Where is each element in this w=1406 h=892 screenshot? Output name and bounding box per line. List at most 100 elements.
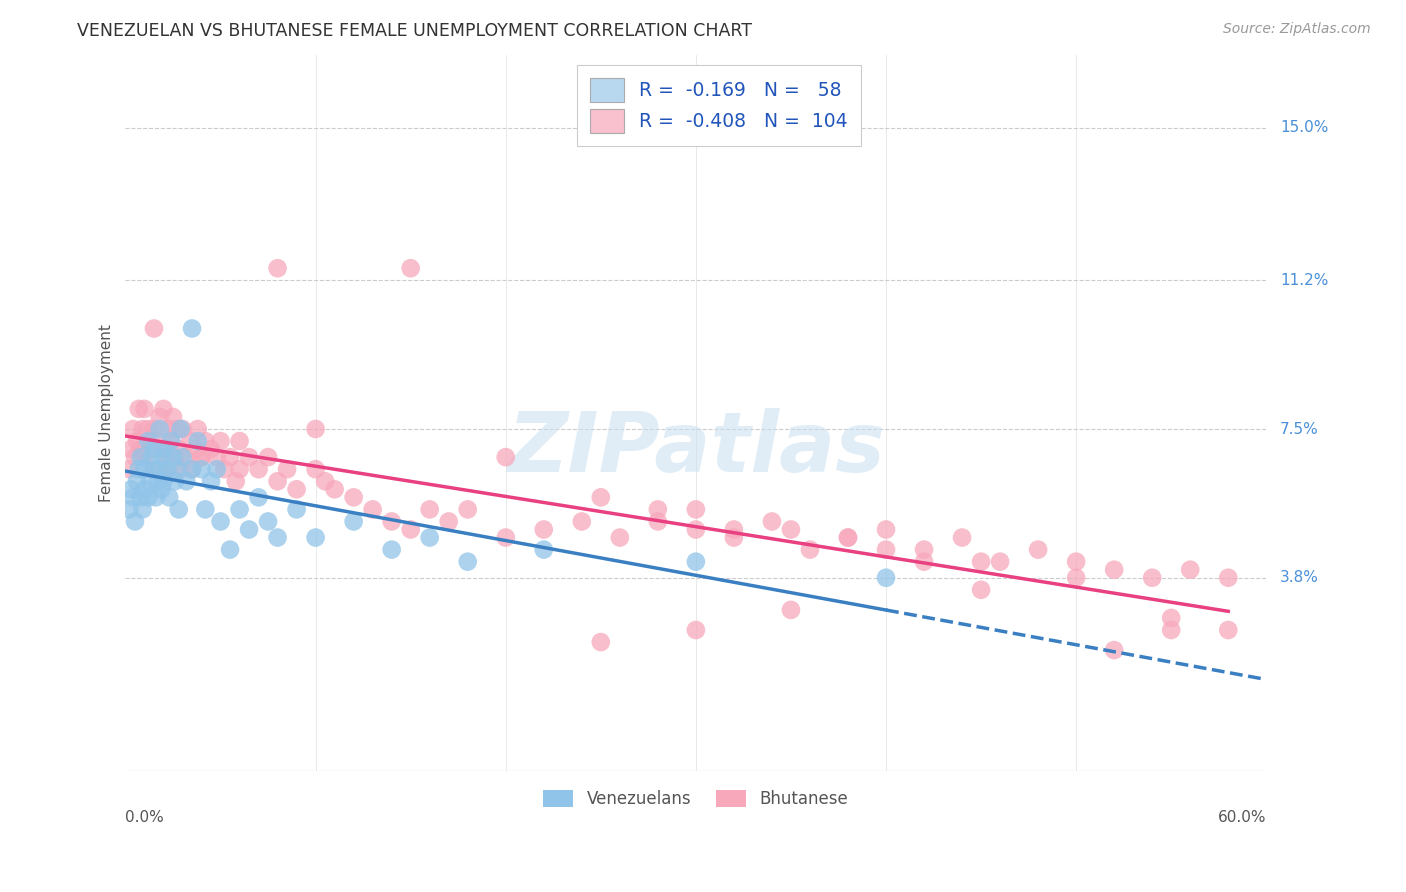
Point	[145, 434, 167, 448]
Point	[181, 462, 204, 476]
Point	[1160, 611, 1182, 625]
Point	[238, 450, 260, 464]
Point	[139, 475, 162, 489]
Point	[304, 462, 326, 476]
Point	[257, 515, 280, 529]
Point	[143, 422, 166, 436]
Point	[875, 523, 897, 537]
Point	[343, 515, 366, 529]
Point	[609, 531, 631, 545]
Point	[176, 450, 198, 464]
Point	[228, 434, 250, 448]
Point	[228, 462, 250, 476]
Text: 0.0%: 0.0%	[125, 810, 165, 825]
Point	[136, 422, 159, 436]
Point	[1218, 623, 1240, 637]
Point	[799, 542, 821, 557]
Point	[143, 321, 166, 335]
Point	[146, 475, 169, 489]
Point	[162, 409, 184, 424]
Point	[837, 531, 859, 545]
Point	[970, 582, 993, 597]
Point	[950, 531, 973, 545]
Point	[685, 623, 707, 637]
Point	[200, 442, 222, 456]
Point	[266, 261, 288, 276]
Point	[129, 491, 152, 505]
Point	[155, 442, 177, 456]
Point	[1102, 563, 1125, 577]
Point	[228, 502, 250, 516]
Text: 3.8%: 3.8%	[1279, 570, 1319, 585]
Point	[988, 555, 1011, 569]
Point	[163, 475, 186, 489]
Point	[194, 434, 217, 448]
Point	[152, 462, 174, 476]
Point	[419, 502, 441, 516]
Point	[399, 523, 422, 537]
Point	[136, 491, 159, 505]
Point	[131, 502, 153, 516]
Point	[205, 450, 228, 464]
Point	[141, 450, 163, 464]
Point	[187, 434, 209, 448]
Point	[285, 502, 308, 516]
Point	[381, 515, 404, 529]
Point	[155, 462, 177, 476]
Point	[1180, 563, 1202, 577]
Point	[361, 502, 384, 516]
Point	[457, 502, 479, 516]
Point	[314, 475, 336, 489]
Point	[1218, 571, 1240, 585]
Point	[167, 442, 190, 456]
Point	[723, 531, 745, 545]
Legend: Venezuelans, Bhutanese: Venezuelans, Bhutanese	[536, 781, 856, 816]
Point	[120, 442, 142, 456]
Point	[184, 442, 207, 456]
Point	[118, 502, 141, 516]
Point	[134, 401, 156, 416]
Point	[685, 523, 707, 537]
Point	[136, 434, 159, 448]
Point	[129, 442, 152, 456]
Point	[160, 434, 183, 448]
Point	[247, 462, 270, 476]
Point	[266, 531, 288, 545]
Point	[129, 450, 152, 464]
Point	[120, 483, 142, 497]
Point	[419, 531, 441, 545]
Point	[128, 462, 150, 476]
Point	[200, 475, 222, 489]
Point	[150, 442, 173, 456]
Point	[1026, 542, 1049, 557]
Point	[381, 542, 404, 557]
Point	[181, 462, 204, 476]
Point	[533, 523, 555, 537]
Point	[304, 531, 326, 545]
Point	[131, 422, 153, 436]
Point	[209, 515, 232, 529]
Point	[190, 450, 212, 464]
Point	[685, 555, 707, 569]
Point	[187, 422, 209, 436]
Point	[970, 555, 993, 569]
Point	[837, 531, 859, 545]
Point	[124, 450, 146, 464]
Point	[122, 422, 145, 436]
Point	[589, 635, 612, 649]
Point	[163, 450, 186, 464]
Point	[166, 422, 188, 436]
Point	[152, 401, 174, 416]
Point	[122, 491, 145, 505]
Point	[238, 523, 260, 537]
Point	[1064, 555, 1087, 569]
Point	[219, 450, 242, 464]
Point	[214, 462, 236, 476]
Point	[149, 462, 172, 476]
Point	[589, 491, 612, 505]
Point	[247, 491, 270, 505]
Point	[685, 502, 707, 516]
Point	[124, 515, 146, 529]
Point	[780, 603, 803, 617]
Point	[323, 483, 346, 497]
